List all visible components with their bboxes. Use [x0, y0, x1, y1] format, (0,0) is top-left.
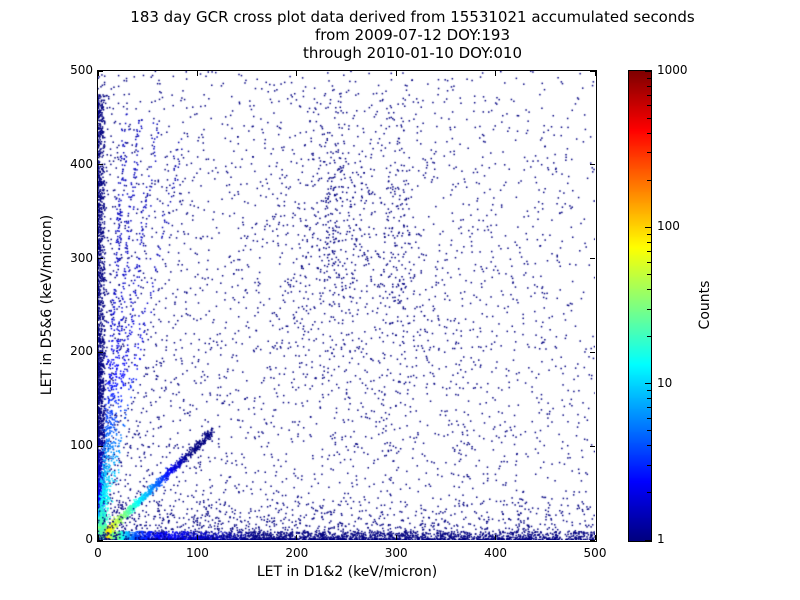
- colorbar-tick: [645, 70, 651, 72]
- colorbar-minor-tick: [647, 430, 651, 432]
- colorbar-tick-label: 1000: [657, 63, 688, 77]
- x-tick: [296, 535, 298, 540]
- y-tick-label: 300: [70, 250, 93, 265]
- colorbar-tick-label: 1: [657, 532, 665, 546]
- colorbar-minor-tick: [647, 445, 651, 447]
- colorbar-minor-tick: [647, 261, 651, 263]
- colorbar-tick: [645, 226, 651, 228]
- colorbar-tick-label: 100: [657, 219, 680, 234]
- y-tick: [98, 351, 103, 353]
- title-line-1: 183 day GCR cross plot data derived from…: [130, 8, 695, 26]
- y-tick-label: 100: [70, 438, 93, 453]
- x-tick: [196, 535, 198, 540]
- y-tick: [98, 70, 103, 72]
- y-tick: [98, 539, 103, 541]
- x-tick: [97, 71, 99, 76]
- colorbar-minor-tick: [647, 464, 651, 466]
- title-line-3: through 2010-01-10 DOY:010: [302, 44, 523, 62]
- colorbar-minor-tick: [647, 273, 651, 275]
- colorbar-minor-tick: [647, 390, 651, 392]
- colorbar-minor-tick: [647, 407, 651, 409]
- x-tick-label: 500: [583, 546, 607, 560]
- x-tick-label: 0: [94, 546, 102, 560]
- colorbar-tick-label: 10: [657, 375, 673, 390]
- colorbar-minor-tick: [647, 289, 651, 291]
- y-tick: [590, 258, 595, 260]
- y-tick-label: 200: [70, 344, 93, 359]
- y-tick: [590, 539, 595, 541]
- x-tick: [395, 71, 397, 76]
- x-axis-label: LET in D1&2 (keV/micron): [256, 564, 438, 580]
- x-tick-label: 300: [384, 546, 408, 560]
- chart-title: 183 day GCR cross plot data derived from…: [97, 8, 728, 62]
- colorbar-tick: [645, 383, 651, 385]
- colorbar-minor-tick: [647, 417, 651, 419]
- colorbar-minor-tick: [647, 398, 651, 400]
- colorbar-minor-tick: [647, 492, 651, 494]
- y-tick-label: 500: [70, 63, 93, 77]
- y-tick: [98, 258, 103, 260]
- x-tick: [395, 535, 397, 540]
- colorbar-minor-tick: [647, 132, 651, 134]
- colorbar-minor-tick: [647, 179, 651, 181]
- y-tick: [590, 351, 595, 353]
- title-line-2: from 2009-07-12 DOY:193: [314, 26, 510, 44]
- colorbar: [628, 70, 652, 542]
- colorbar-minor-tick: [647, 251, 651, 253]
- colorbar-minor-tick: [647, 77, 651, 79]
- x-tick: [296, 71, 298, 76]
- colorbar-label: Counts: [697, 280, 713, 330]
- colorbar-minor-tick: [647, 152, 651, 154]
- x-tick: [196, 71, 198, 76]
- colorbar-minor-tick: [647, 336, 651, 338]
- x-tick: [495, 71, 497, 76]
- x-tick: [495, 535, 497, 540]
- x-tick: [594, 535, 596, 540]
- y-tick: [590, 164, 595, 166]
- x-tick: [594, 71, 596, 76]
- plot-area: [97, 70, 597, 542]
- colorbar-minor-tick: [647, 308, 651, 310]
- y-tick: [590, 445, 595, 447]
- y-tick-label: 400: [70, 156, 93, 171]
- y-tick: [590, 70, 595, 72]
- colorbar-minor-tick: [647, 105, 651, 107]
- y-axis-label: LET in D5&6 (keV/micron): [39, 214, 55, 396]
- colorbar-canvas: [629, 71, 651, 541]
- x-tick: [97, 535, 99, 540]
- x-tick-label: 400: [484, 546, 508, 560]
- x-tick-label: 200: [285, 546, 309, 560]
- y-tick: [98, 445, 103, 447]
- x-tick-label: 100: [185, 546, 209, 560]
- colorbar-tick: [645, 539, 651, 541]
- colorbar-minor-tick: [647, 117, 651, 119]
- colorbar-minor-tick: [647, 241, 651, 243]
- scatter-canvas: [98, 71, 595, 540]
- colorbar-minor-tick: [647, 233, 651, 235]
- colorbar-minor-tick: [647, 85, 651, 87]
- y-tick-label: 0: [85, 532, 93, 546]
- y-tick: [98, 164, 103, 166]
- colorbar-minor-tick: [647, 94, 651, 96]
